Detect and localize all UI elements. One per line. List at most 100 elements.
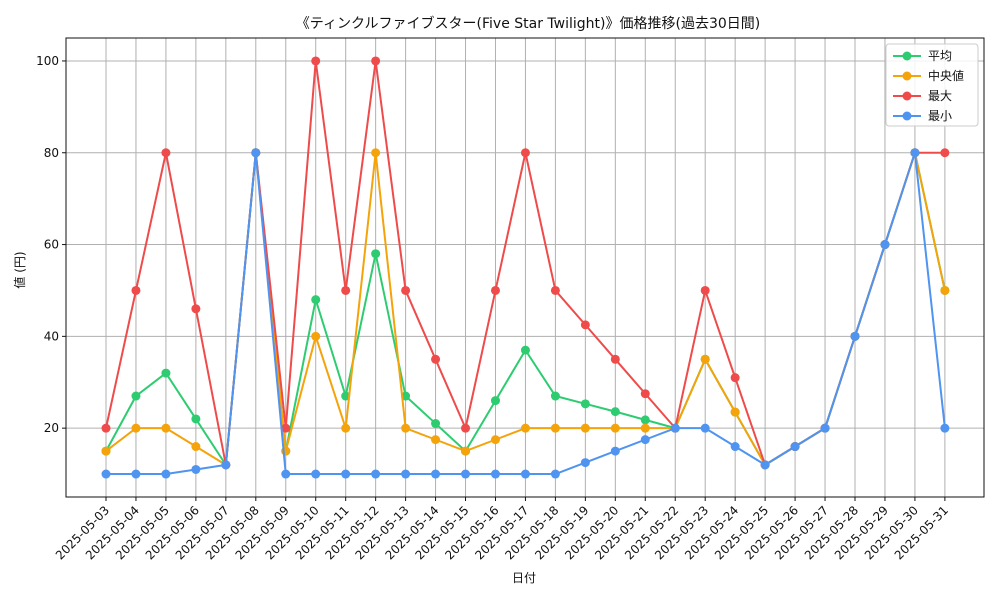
data-point — [610, 423, 620, 433]
data-point — [431, 354, 441, 364]
data-point — [191, 414, 201, 424]
data-point — [580, 423, 590, 433]
data-point — [820, 423, 830, 433]
data-point — [760, 460, 770, 470]
legend-swatch-marker — [902, 91, 912, 101]
data-point — [520, 148, 530, 158]
data-point — [670, 423, 680, 433]
data-point — [131, 285, 141, 295]
y-tick-label: 100 — [36, 54, 59, 68]
legend-label: 中央値 — [928, 68, 964, 83]
legend-label: 平均 — [928, 49, 952, 63]
data-point — [251, 148, 261, 158]
data-point — [371, 56, 381, 66]
data-point — [940, 148, 950, 158]
data-point — [401, 469, 411, 479]
y-tick-label: 60 — [44, 238, 59, 252]
data-point — [640, 389, 650, 399]
data-point — [490, 435, 500, 445]
data-point — [341, 423, 351, 433]
data-point — [640, 423, 650, 433]
y-axis-ticks: 20 40 60 80 100 — [36, 54, 66, 435]
data-point — [640, 435, 650, 445]
data-point — [490, 285, 500, 295]
data-point — [161, 469, 171, 479]
data-point — [401, 285, 411, 295]
data-point — [490, 469, 500, 479]
data-point — [610, 446, 620, 456]
data-point — [520, 423, 530, 433]
data-point — [161, 148, 171, 158]
data-point — [550, 423, 560, 433]
data-point — [490, 396, 500, 406]
legend-label: 最小 — [928, 109, 952, 123]
y-axis-label: 値 (円) — [12, 251, 27, 288]
data-point — [580, 458, 590, 468]
data-point — [461, 446, 471, 456]
data-point — [880, 240, 890, 250]
data-point — [311, 56, 321, 66]
x-axis-label: 日付 — [512, 571, 536, 585]
data-point — [131, 423, 141, 433]
data-point — [700, 285, 710, 295]
data-point — [610, 354, 620, 364]
data-point — [580, 320, 590, 330]
data-point — [431, 435, 441, 445]
data-point — [520, 469, 530, 479]
data-point — [580, 399, 590, 409]
data-point — [101, 469, 111, 479]
data-point — [550, 469, 560, 479]
data-point — [910, 148, 920, 158]
legend-swatch-marker — [902, 51, 912, 61]
data-point — [730, 407, 740, 417]
data-point — [191, 442, 201, 452]
data-point — [700, 354, 710, 364]
legend-swatch-marker — [902, 71, 912, 81]
data-point — [431, 469, 441, 479]
data-point — [101, 446, 111, 456]
y-tick-label: 80 — [44, 146, 59, 160]
legend-label: 最大 — [928, 89, 952, 103]
data-point — [311, 469, 321, 479]
data-point — [311, 295, 321, 305]
data-point — [281, 423, 291, 433]
data-point — [131, 391, 141, 401]
legend-swatch-marker — [902, 111, 912, 121]
data-point — [371, 469, 381, 479]
data-point — [550, 391, 560, 401]
data-point — [431, 419, 441, 429]
data-point — [161, 423, 171, 433]
data-point — [730, 373, 740, 383]
data-point — [311, 331, 321, 341]
data-point — [940, 423, 950, 433]
chart-title: 《ティンクルファイブスター(Five Star Twilight)》価格推移(過… — [296, 15, 760, 32]
data-point — [131, 469, 141, 479]
x-axis-ticks: 2025-05-032025-05-042025-05-052025-05-06… — [53, 497, 951, 562]
legend-box — [885, 43, 979, 127]
data-point — [191, 464, 201, 474]
series-layer — [101, 56, 950, 479]
data-point — [730, 442, 740, 452]
data-point — [640, 415, 650, 425]
data-point — [461, 469, 471, 479]
data-point — [371, 249, 381, 259]
data-point — [371, 148, 381, 158]
data-point — [940, 285, 950, 295]
data-point — [341, 469, 351, 479]
data-point — [520, 345, 530, 355]
data-point — [101, 423, 111, 433]
data-point — [401, 423, 411, 433]
y-tick-label: 20 — [44, 421, 59, 435]
y-tick-label: 40 — [44, 329, 59, 343]
data-point — [850, 331, 860, 341]
data-point — [790, 442, 800, 452]
data-point — [221, 460, 231, 470]
data-point — [191, 304, 201, 314]
data-point — [341, 285, 351, 295]
data-point — [700, 423, 710, 433]
data-point — [461, 423, 471, 433]
data-point — [281, 469, 291, 479]
data-point — [550, 285, 560, 295]
